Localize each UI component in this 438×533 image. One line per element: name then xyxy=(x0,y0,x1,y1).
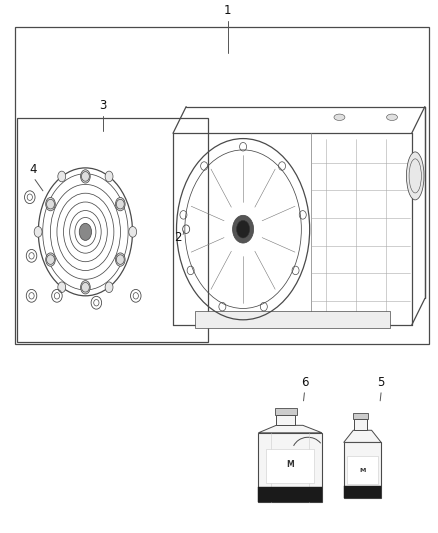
Ellipse shape xyxy=(79,223,92,240)
Polygon shape xyxy=(344,430,381,442)
Polygon shape xyxy=(344,442,381,498)
Ellipse shape xyxy=(105,171,113,182)
Text: 1: 1 xyxy=(224,4,232,17)
Ellipse shape xyxy=(58,171,66,182)
Bar xyxy=(276,415,295,425)
Ellipse shape xyxy=(81,170,90,183)
Bar xyxy=(258,487,322,502)
Bar xyxy=(15,27,429,344)
Ellipse shape xyxy=(46,197,55,211)
Text: M: M xyxy=(359,468,366,473)
Bar xyxy=(266,449,314,483)
Ellipse shape xyxy=(81,280,90,294)
Bar xyxy=(195,311,390,328)
Ellipse shape xyxy=(237,220,250,238)
Ellipse shape xyxy=(116,197,125,211)
Text: 6: 6 xyxy=(300,376,308,389)
Bar xyxy=(17,118,208,342)
Ellipse shape xyxy=(334,114,345,120)
Ellipse shape xyxy=(105,282,113,293)
Ellipse shape xyxy=(46,253,55,266)
Bar xyxy=(344,486,381,498)
Bar xyxy=(353,414,368,419)
Text: 3: 3 xyxy=(99,99,106,112)
Text: 5: 5 xyxy=(378,376,385,389)
Text: 4: 4 xyxy=(29,163,37,176)
Bar xyxy=(258,433,322,502)
Ellipse shape xyxy=(58,282,66,293)
Bar xyxy=(346,456,378,484)
Ellipse shape xyxy=(233,215,254,243)
Ellipse shape xyxy=(129,227,137,237)
Ellipse shape xyxy=(116,253,125,266)
Polygon shape xyxy=(258,425,322,433)
Ellipse shape xyxy=(386,114,398,120)
Ellipse shape xyxy=(34,227,42,237)
Bar xyxy=(354,419,367,430)
Bar xyxy=(275,408,297,415)
Text: M: M xyxy=(286,460,294,469)
Ellipse shape xyxy=(406,152,424,200)
Text: 2: 2 xyxy=(173,231,181,244)
